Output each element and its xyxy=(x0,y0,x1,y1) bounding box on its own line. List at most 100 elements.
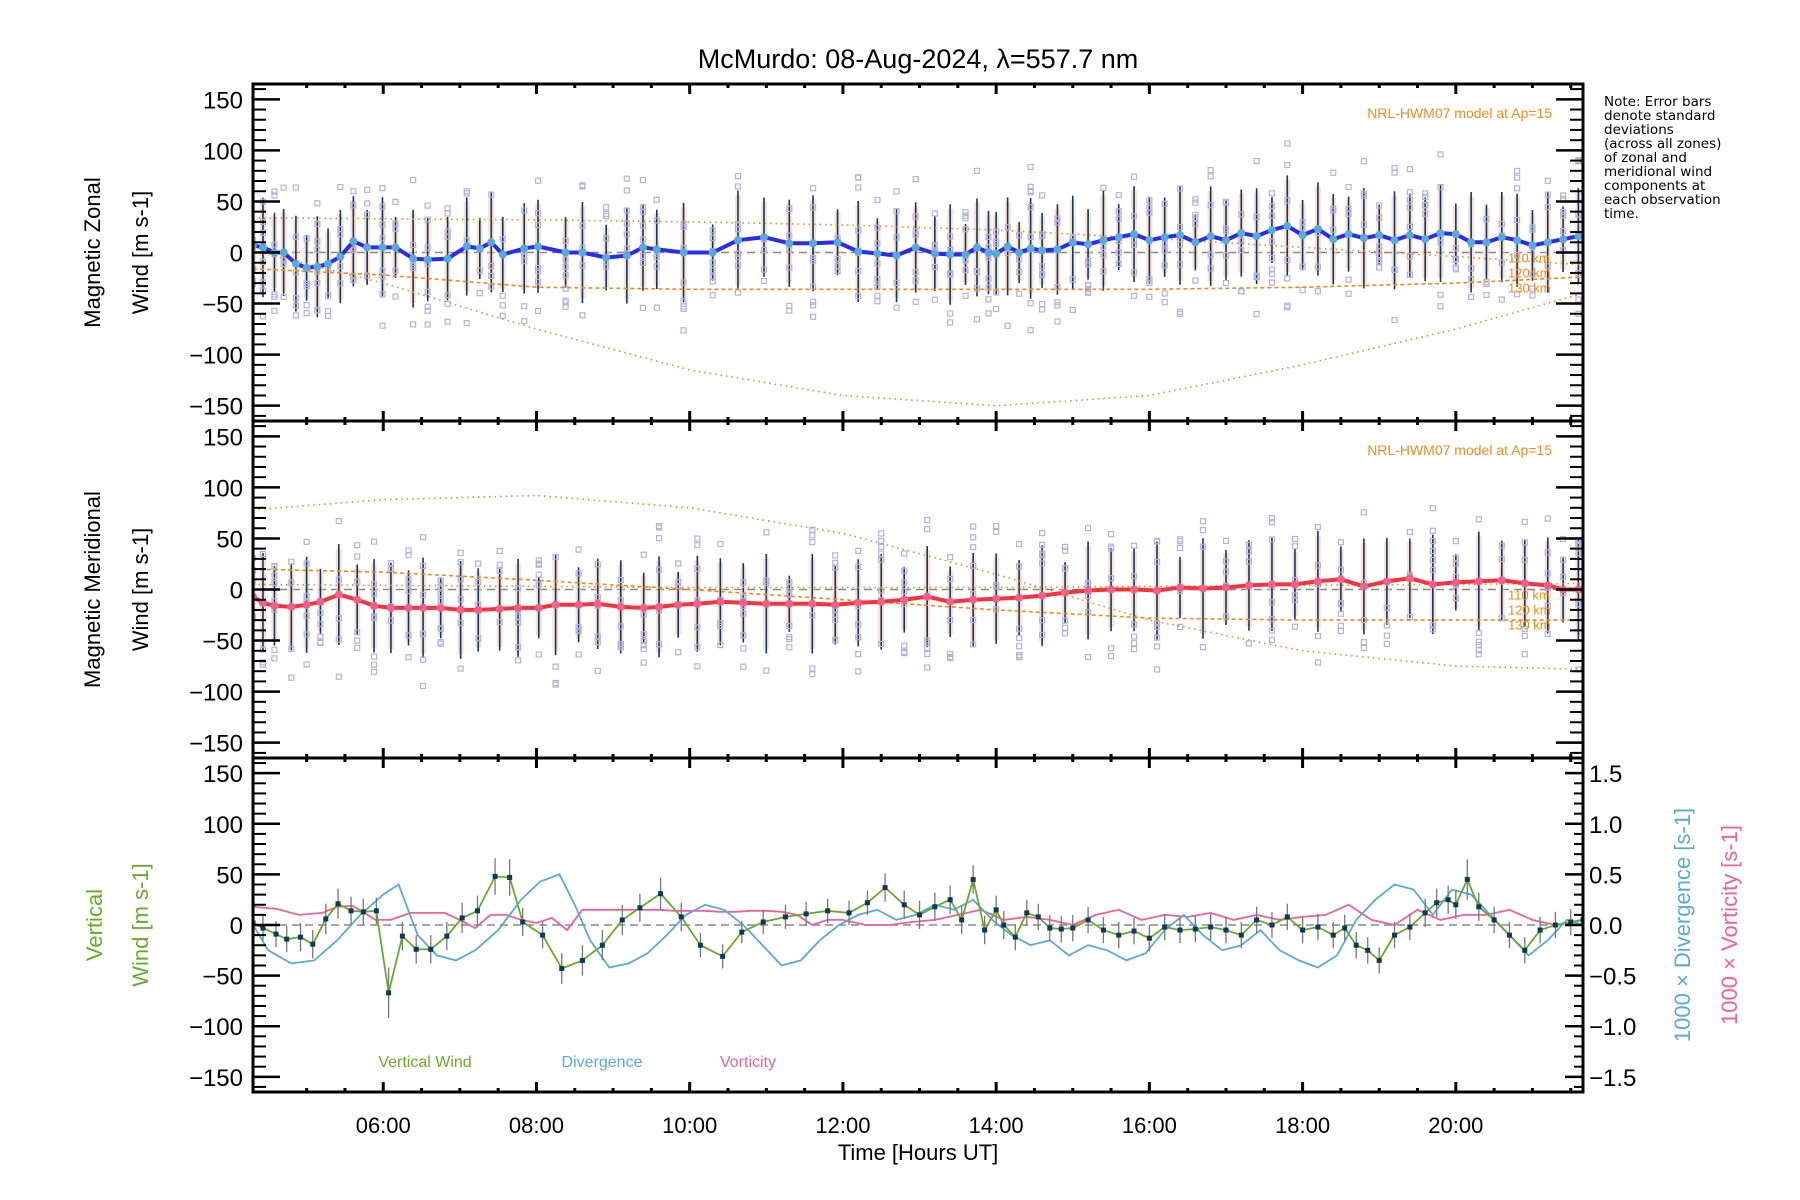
zone-point xyxy=(1130,633,1138,640)
altitude-label: 120 km xyxy=(1508,603,1551,618)
zone-point xyxy=(410,241,417,248)
meridional-wind-point xyxy=(1520,579,1529,588)
zone-point xyxy=(1429,505,1436,512)
altitude-label: 130 km xyxy=(1508,281,1551,296)
zone-point xyxy=(1069,276,1076,283)
zone-point xyxy=(1176,261,1184,268)
zone-point xyxy=(350,188,357,195)
zone-point xyxy=(786,264,793,271)
zone-point xyxy=(271,241,278,248)
zone-point xyxy=(1376,256,1383,264)
vertical-wind-point xyxy=(1376,957,1382,963)
zone-point xyxy=(734,250,742,257)
zonal-wind-point xyxy=(534,242,542,251)
zone-point xyxy=(1422,202,1429,209)
vertical-wind-point xyxy=(782,914,788,920)
zone-point xyxy=(521,318,528,325)
zonal-wind-point xyxy=(462,242,471,251)
meridional-wind-point xyxy=(1428,580,1437,589)
zone-point xyxy=(280,260,287,268)
zone-point xyxy=(1299,263,1306,270)
meridional-wind-point xyxy=(785,599,794,608)
x-tick-label: 18:00 xyxy=(1275,1113,1330,1138)
right-tick-label: −1.5 xyxy=(1589,1065,1636,1092)
zone-point xyxy=(534,210,542,217)
zone-point xyxy=(457,559,464,566)
zone-point xyxy=(1337,610,1345,617)
zone-point xyxy=(1559,211,1567,219)
zone-point xyxy=(1268,190,1276,197)
hwm-curve-130km xyxy=(253,494,1583,670)
zone-point xyxy=(496,618,503,626)
zone-point xyxy=(947,271,954,278)
zone-point xyxy=(1452,554,1459,562)
zonal-wind-point xyxy=(1114,233,1123,242)
zone-point xyxy=(259,646,267,653)
zonal-wind-point xyxy=(911,243,920,252)
zone-point xyxy=(639,252,647,260)
zone-point xyxy=(1192,277,1199,284)
vertical-wind-point xyxy=(803,911,809,917)
hwm-curve-130km xyxy=(253,249,1583,407)
zone-point xyxy=(1016,635,1023,642)
zone-point xyxy=(1153,666,1161,673)
zone-point xyxy=(653,304,660,311)
vertical-wind-point xyxy=(260,925,266,931)
zonal-wind-point xyxy=(854,247,863,256)
vertical-wind-point xyxy=(323,916,329,922)
zone-point xyxy=(303,612,310,619)
zone-point xyxy=(303,302,310,309)
y-tick-label: 0 xyxy=(230,913,243,940)
zone-point xyxy=(437,640,444,647)
zone-point xyxy=(1253,213,1260,221)
vertical-wind-point xyxy=(1223,927,1229,933)
zone-point xyxy=(280,293,287,300)
zone-point xyxy=(1406,196,1413,203)
zone-point xyxy=(253,277,257,284)
zone-point xyxy=(893,279,900,287)
y-axis-title-line1: Magnetic Meridional xyxy=(80,491,105,688)
zone-point xyxy=(335,517,342,525)
zone-point xyxy=(457,549,464,556)
meridional-wind-point xyxy=(1290,580,1299,589)
zone-point xyxy=(640,659,647,666)
zone-point xyxy=(962,212,969,219)
zone-point xyxy=(639,259,647,266)
zone-point xyxy=(1468,265,1475,272)
zone-point xyxy=(335,615,342,622)
zonal-wind-point xyxy=(498,250,507,259)
meridional-wind-point xyxy=(946,597,955,606)
zone-point xyxy=(1383,640,1390,648)
zone-point xyxy=(740,579,747,586)
meridional-wind-point xyxy=(514,603,523,612)
zone-point xyxy=(1475,516,1482,523)
zonal-wind-point xyxy=(1559,235,1568,244)
zone-point xyxy=(1054,302,1061,309)
zone-point xyxy=(1314,659,1322,666)
x-tick-label: 14:00 xyxy=(969,1113,1024,1138)
zone-point xyxy=(1161,200,1168,207)
zone-point xyxy=(623,187,630,194)
zonal-wind-point xyxy=(1038,246,1047,255)
zone-point xyxy=(809,185,817,192)
zone-point xyxy=(1521,556,1528,563)
meridional-wind-point xyxy=(1221,583,1230,592)
zone-point xyxy=(387,565,395,573)
zone-point xyxy=(617,597,624,604)
zone-point xyxy=(1039,529,1046,537)
altitude-label: 130 km xyxy=(1508,618,1551,633)
zone-point xyxy=(292,269,300,276)
vertical-wind-point xyxy=(459,915,465,921)
zone-point xyxy=(354,637,361,644)
zone-point xyxy=(1084,579,1092,586)
zone-point xyxy=(973,268,981,276)
meridional-wind-point xyxy=(1474,577,1483,586)
zone-point xyxy=(1016,563,1023,570)
zone-point xyxy=(680,279,687,286)
plot-area-zonal xyxy=(253,140,1583,407)
zone-point xyxy=(496,547,503,555)
zonal-wind-point xyxy=(785,239,794,248)
zonal-wind-point xyxy=(423,255,432,264)
zone-point xyxy=(878,530,885,537)
zonal-wind-point xyxy=(1099,236,1108,245)
